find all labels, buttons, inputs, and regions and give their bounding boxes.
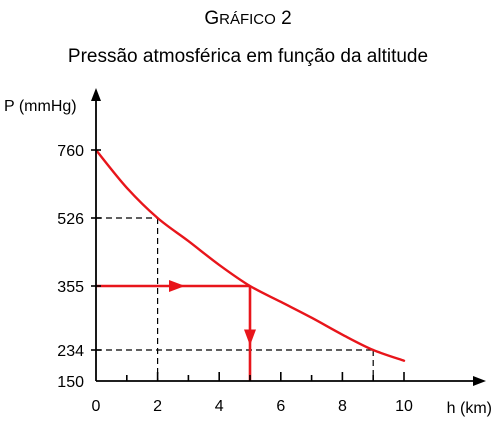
x-tick-label: 8 [338, 398, 347, 415]
y-tick-label: 526 [57, 211, 84, 228]
y-tick-label: 234 [57, 343, 84, 360]
x-axis-label: h (km) [447, 400, 492, 417]
chart-title: Pressão atmosférica em função da altitud… [68, 46, 428, 67]
x-tick-label: 10 [395, 398, 413, 415]
y-axis-ticks: 150 234 355 526 760 [57, 143, 101, 391]
y-axis-arrow-icon [91, 88, 101, 101]
y-tick-label: 355 [57, 279, 84, 296]
arrow-right-icon [169, 280, 185, 292]
x-tick-label: 6 [276, 398, 285, 415]
guide-lines [96, 217, 374, 381]
chart-kicker-rest: RÁFICO [219, 11, 276, 28]
arrow-down-icon [244, 329, 256, 346]
x-tick-label: 2 [153, 398, 162, 415]
y-tick-label: 760 [57, 143, 84, 160]
chart-kicker: GRÁFICO 2 [204, 8, 291, 29]
chart-kicker-number: 2 [281, 8, 292, 29]
x-tick-label: 0 [92, 398, 101, 415]
chart-kicker-first-letter: G [204, 8, 219, 29]
x-tick-label: 4 [215, 398, 224, 415]
y-tick-label: 150 [57, 374, 84, 391]
x-axis-arrow-icon [473, 376, 486, 386]
x-axis-ticks: 0 2 4 6 8 10 [92, 372, 413, 415]
reading-annotation [96, 280, 256, 381]
y-axis-label: P (mmHg) [4, 98, 77, 115]
